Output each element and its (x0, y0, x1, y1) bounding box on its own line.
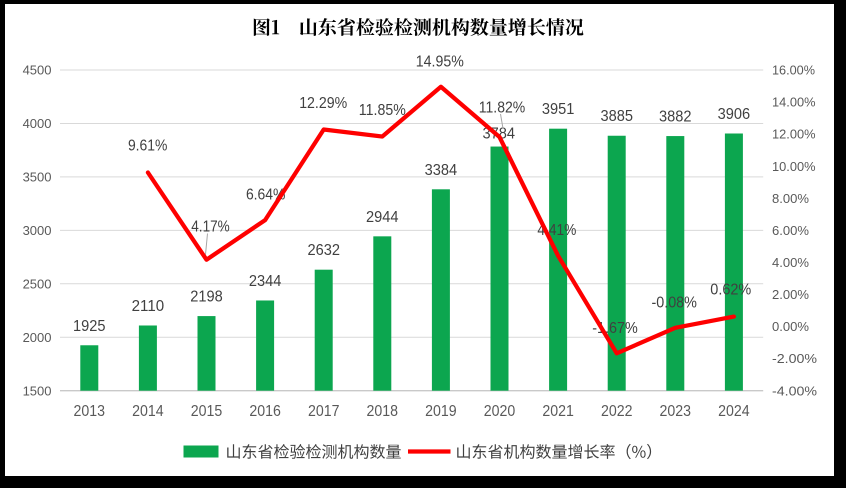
line-label-2024: 0.62% (710, 282, 751, 299)
left-axis-label-1500: 1500 (23, 383, 52, 398)
right-axis-label-16.00%: 16.00% (772, 63, 815, 78)
growth-line (145, 84, 737, 356)
x-axis-label-2018: 2018 (367, 403, 399, 420)
left-axis-label-4500: 4500 (23, 63, 52, 78)
line-label-2019: 14.95% (416, 53, 464, 70)
chart-title-text (253, 18, 584, 36)
x-axis-label-2015: 2015 (191, 403, 223, 420)
bar-label-2018: 2944 (366, 209, 399, 226)
right-axis-label--4.00%: -4.00% (772, 383, 817, 398)
right-axis-label-10.00%: 10.00% (772, 159, 816, 174)
line-label-2016: 6.64% (246, 186, 286, 203)
bar-label-2024: 3906 (718, 106, 751, 123)
bar-2013 (80, 345, 99, 391)
x-axis-label-2021: 2021 (542, 403, 574, 420)
bar-label-2016: 2344 (249, 273, 282, 290)
bar-2022 (607, 135, 626, 391)
x-axis-category-labels: 2013 2014 2015 2016 2017 2018 2019 2020 2021 2022… (74, 403, 750, 420)
left-axis-label-4000: 4000 (23, 116, 52, 131)
x-axis-label-2024: 2024 (718, 403, 750, 420)
x-axis-label-2020: 2020 (484, 403, 516, 420)
bar-label-2022: 3885 (600, 108, 633, 125)
line-label-2020: 11.82% (479, 99, 526, 116)
bar-label-2019: 3384 (425, 162, 458, 179)
chart-panel (5, 4, 834, 476)
right-axis-label-4.00%: 4.00% (772, 255, 809, 270)
label-leader-lines (205, 113, 504, 255)
legend-label-line (457, 443, 652, 460)
bar-2024 (724, 133, 743, 391)
line-label-2018: 11.85% (359, 102, 406, 119)
leader-line (205, 233, 208, 255)
right-axis-tick-labels: 16.00% 14.00% 12.00% 10.00% 8.00% 6.00% 4.00% 2… (772, 63, 817, 399)
x-axis-label-2014: 2014 (132, 403, 164, 420)
line-value-labels: 9.61%4.17%6.64%12.29% 11.85%14.95%11.82%4… (128, 53, 751, 337)
bar-2016 (256, 300, 275, 391)
leader-line (500, 113, 504, 129)
right-axis-label-6.00%: 6.00% (772, 223, 809, 238)
x-axis-label-2023: 2023 (660, 403, 692, 420)
bar-2014 (138, 325, 157, 391)
bar-label-2015: 2198 (190, 289, 223, 306)
right-axis-label-0.00%: 0.00% (772, 319, 809, 334)
bar-label-2014: 2110 (132, 298, 165, 315)
x-axis-label-2019: 2019 (425, 403, 457, 420)
right-axis-label-2.00%: 2.00% (772, 287, 809, 302)
right-axis-label--2.00%: -2.00% (772, 351, 817, 366)
bar-label-2021: 3951 (542, 101, 575, 118)
right-axis-label-14.00%: 14.00% (772, 95, 816, 110)
legend-label-line-text (457, 443, 652, 460)
x-axis-label-2017: 2017 (308, 403, 340, 420)
left-axis-label-2500: 2500 (23, 276, 52, 291)
legend (183, 443, 652, 460)
bar-label-2013: 1925 (73, 318, 106, 335)
growth-line-series (145, 84, 737, 356)
line-label-2023: -0.08% (651, 294, 697, 311)
x-axis-label-2022: 2022 (601, 403, 633, 420)
bar-2023 (666, 136, 685, 391)
legend-label-bars (227, 444, 401, 459)
right-axis-label-12.00%: 12.00% (772, 127, 816, 142)
bar-2020 (490, 146, 509, 391)
line-label-2017: 12.29% (299, 95, 347, 112)
left-axis-label-2000: 2000 (23, 330, 52, 345)
bar-2019 (431, 189, 450, 391)
left-axis-tick-labels: 4500 4000 3500 3000 2500 2000 1500 (23, 63, 52, 399)
gridlines (60, 69, 764, 392)
legend-bar-swatch (183, 445, 219, 458)
legend-label-bars-text (227, 444, 401, 459)
line-label-2015: 4.17% (191, 218, 230, 235)
line-label-2014: 9.61% (128, 137, 168, 154)
left-axis-label-3000: 3000 (23, 223, 52, 238)
bar-2017 (314, 269, 333, 391)
right-axis-label-8.00%: 8.00% (772, 191, 809, 206)
bar-series (80, 128, 743, 391)
bar-label-2017: 2632 (307, 242, 340, 259)
bar-2018 (373, 236, 392, 391)
left-axis-label-3500: 3500 (23, 170, 52, 185)
x-axis-label-2013: 2013 (74, 403, 106, 420)
chart-title (253, 18, 584, 36)
bar-2015 (197, 316, 216, 391)
bar-label-2023: 3882 (659, 109, 692, 126)
x-axis-label-2016: 2016 (249, 403, 281, 420)
